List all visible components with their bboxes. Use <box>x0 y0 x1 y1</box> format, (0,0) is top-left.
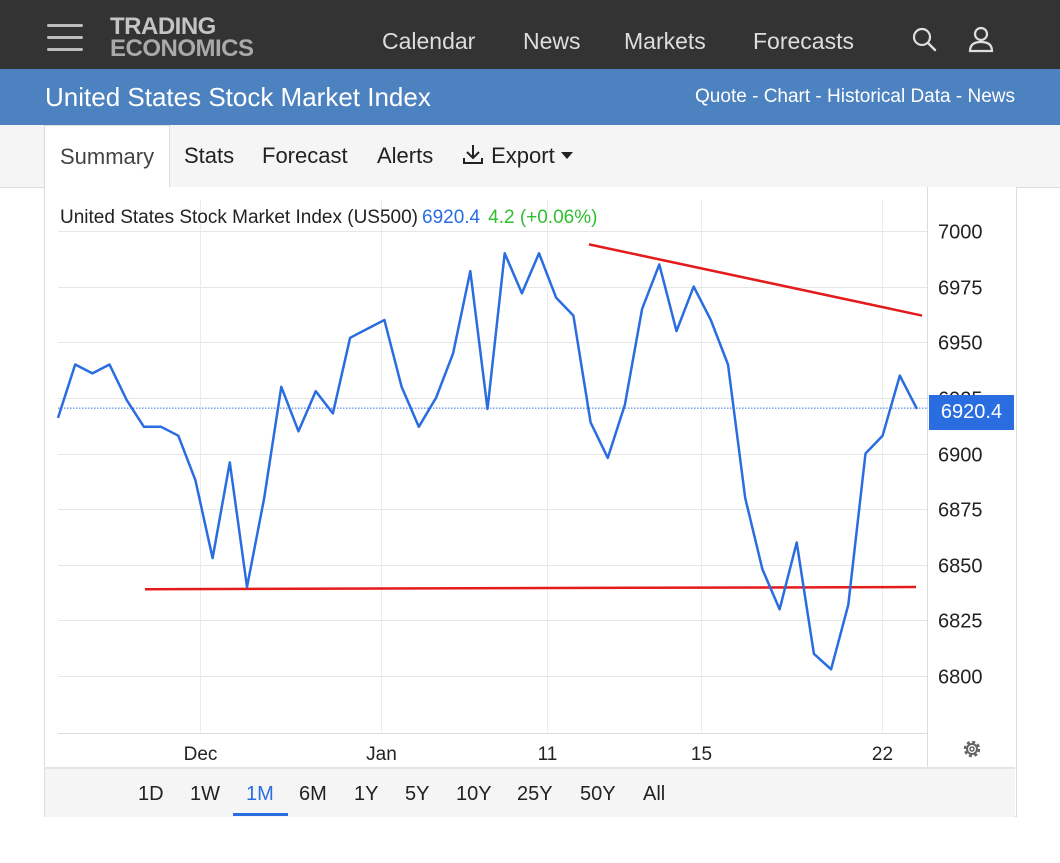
y-tick-label: 6800 <box>938 667 983 689</box>
range-1m[interactable]: 1M <box>246 783 274 805</box>
export-label: Export <box>491 143 555 168</box>
y-tick-label: 6950 <box>938 333 983 355</box>
trendline <box>144 585 917 591</box>
logo-line2: ECONOMICS <box>110 35 254 62</box>
range-5y[interactable]: 5Y <box>405 783 430 805</box>
x-tick-label: Dec <box>184 744 218 765</box>
chart-legend: United States Stock Market Index (US500)… <box>60 207 597 229</box>
range-6m[interactable]: 6M <box>299 783 327 805</box>
range-selector: 1D 1W 1M 6M 1Y 5Y 10Y 25Y 50Y All <box>45 768 1015 817</box>
legend-price: 6920.4 <box>422 207 481 228</box>
range-50y[interactable]: 50Y <box>580 783 616 805</box>
y-tick-label: 6825 <box>938 611 983 633</box>
trendline <box>588 243 923 317</box>
link-chart[interactable]: Chart <box>763 86 811 107</box>
link-separator: - <box>810 86 828 107</box>
gear-icon[interactable] <box>960 737 984 761</box>
link-historical-data[interactable]: Historical Data <box>827 86 951 107</box>
price-line <box>56 252 919 671</box>
tabs-bar: Summary Stats Forecast Alerts Export <box>0 125 1060 189</box>
tab-alerts[interactable]: Alerts <box>377 143 434 168</box>
search-icon[interactable] <box>910 25 938 53</box>
nav-calendar[interactable]: Calendar <box>382 28 476 54</box>
title-bar: United States Stock Market Index Quote -… <box>0 69 1060 125</box>
tab-export[interactable]: Export <box>461 125 573 187</box>
active-range-underline <box>233 813 288 816</box>
nav-markets[interactable]: Markets <box>624 28 706 54</box>
top-nav: TRADING ECONOMICS Calendar News Markets … <box>0 0 1060 69</box>
tab-forecast[interactable]: Forecast <box>262 143 348 168</box>
x-tick-label: Jan <box>366 744 397 765</box>
range-25y[interactable]: 25Y <box>517 783 553 805</box>
y-tick-label: 6975 <box>938 278 983 300</box>
chart-panel <box>44 187 1017 817</box>
logo-line1: TRADING <box>110 13 216 40</box>
logo[interactable]: TRADING ECONOMICS <box>110 13 254 62</box>
last-price-tag: 6920.4 <box>929 395 1014 430</box>
download-icon <box>463 145 483 164</box>
y-tick-label: 6875 <box>938 500 983 522</box>
page-title: United States Stock Market Index <box>45 82 431 112</box>
tab-stats[interactable]: Stats <box>184 143 235 168</box>
user-icon[interactable] <box>967 25 995 53</box>
nav-forecasts[interactable]: Forecasts <box>753 28 854 54</box>
link-news[interactable]: News <box>967 86 1015 107</box>
range-1d[interactable]: 1D <box>138 783 164 805</box>
tab-summary[interactable]: Summary <box>44 125 171 189</box>
range-1y[interactable]: 1Y <box>354 783 379 805</box>
x-tick-label: 15 <box>691 744 712 765</box>
nav-news[interactable]: News <box>523 28 581 54</box>
y-tick-label: 6850 <box>938 556 983 578</box>
y-tick-label: 6900 <box>938 445 983 467</box>
x-tick-label: 22 <box>872 744 893 765</box>
caret-down-icon <box>560 152 573 159</box>
y-tick-label: 7000 <box>938 222 983 244</box>
legend-name: United States Stock Market Index (US500) <box>60 207 418 228</box>
x-tick-label: 11 <box>538 744 558 765</box>
legend-change: 4.2 (+0.06%) <box>488 207 598 228</box>
range-1w[interactable]: 1W <box>190 783 220 805</box>
sub-nav: Quote - Chart - Historical Data - News <box>695 86 1015 108</box>
link-separator: - <box>746 86 764 107</box>
link-separator: - <box>950 86 968 107</box>
range-10y[interactable]: 10Y <box>456 783 492 805</box>
link-quote[interactable]: Quote <box>695 86 747 107</box>
range-all[interactable]: All <box>643 783 666 805</box>
menu-icon[interactable] <box>47 24 83 52</box>
